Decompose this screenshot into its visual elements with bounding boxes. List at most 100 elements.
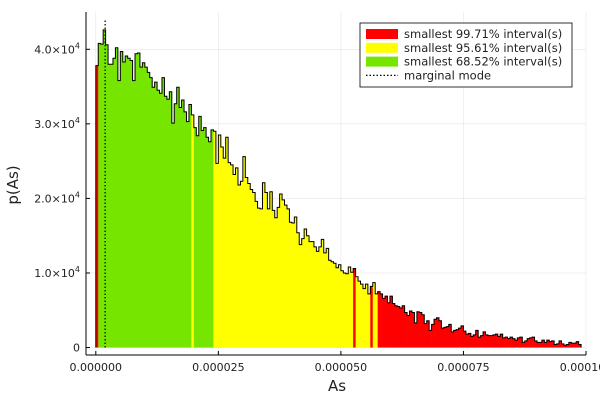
histogram-bar [532, 337, 535, 348]
histogram-bar [196, 135, 200, 348]
histogram-bar [250, 189, 254, 348]
histogram-bar [98, 43, 102, 348]
histogram-bar [490, 335, 494, 348]
histogram-bar [157, 90, 160, 348]
histogram-bar [522, 342, 526, 348]
histogram-bar [188, 104, 192, 348]
histogram-bar [203, 127, 207, 348]
histogram-bar [279, 193, 283, 348]
histogram-bar [127, 58, 131, 348]
histogram-bar [130, 60, 133, 348]
histogram-bar [456, 329, 459, 348]
legend-swatch [366, 56, 398, 67]
histogram-bar [122, 61, 126, 348]
histogram-bar [333, 263, 337, 348]
histogram-bar [282, 199, 285, 348]
histogram-bar [451, 331, 454, 348]
histogram-bar [181, 99, 185, 348]
histogram-bar [255, 201, 258, 348]
histogram-bar [208, 141, 212, 348]
histogram-bar [313, 246, 317, 348]
histogram-bar [289, 222, 293, 348]
histogram-bar [566, 344, 570, 348]
histogram-bar [95, 65, 99, 348]
histogram-bar [576, 341, 579, 348]
histogram-bar [382, 298, 386, 348]
histogram-bar [438, 320, 442, 348]
histogram-bar [536, 342, 540, 348]
histogram-bar [487, 335, 491, 348]
histogram-bar [394, 305, 398, 348]
histogram-bar [372, 282, 376, 348]
y-tick-label: 2.0×104 [34, 190, 80, 205]
histogram-bar [407, 315, 410, 348]
histogram-bar [223, 158, 227, 348]
histogram-bar [115, 47, 119, 348]
histogram-bar [161, 77, 165, 348]
histogram-bar [135, 53, 138, 348]
histogram-bar [112, 58, 116, 348]
histogram-bar [139, 67, 143, 348]
y-tick-label: 3.0×104 [34, 116, 80, 131]
histogram-bar [152, 87, 155, 348]
histogram-bar [311, 241, 315, 348]
legend-swatch [366, 42, 398, 53]
histogram-bar [497, 336, 501, 348]
histogram-bar [235, 167, 239, 348]
histogram-bar [505, 337, 508, 348]
histogram-bar [377, 291, 381, 348]
legend-label: marginal mode [404, 68, 491, 82]
histogram-bar [563, 345, 567, 348]
histogram-bar [184, 111, 187, 348]
histogram-bar [242, 156, 246, 348]
histogram-bar [370, 286, 374, 348]
histogram-bar [296, 232, 300, 348]
histogram-bar [507, 338, 511, 348]
histogram-bar [211, 129, 214, 348]
histogram-bar [198, 116, 202, 348]
histogram-bar [554, 344, 557, 348]
histogram-bar [291, 223, 295, 348]
histogram-bar [225, 137, 229, 348]
histogram-bar [171, 123, 175, 348]
histogram-bar [120, 51, 124, 348]
histogram-bar [233, 174, 236, 348]
histogram-bar [578, 344, 582, 348]
histogram-bar [551, 340, 555, 348]
histogram-bar [169, 91, 173, 348]
histogram-bar [541, 340, 545, 348]
histogram-bar [358, 281, 361, 348]
histogram-bar [316, 251, 320, 348]
histogram-bar [470, 336, 474, 348]
histogram-bar [485, 334, 489, 348]
histogram-bar [365, 284, 369, 348]
histogram-bar [240, 181, 244, 348]
histogram-bar [142, 62, 146, 348]
histogram-bar [465, 334, 469, 348]
histogram-bar [299, 244, 303, 348]
y-tick-label: 4.0×104 [34, 41, 80, 56]
histogram-bar [404, 312, 408, 348]
histogram-bar [294, 217, 298, 348]
histogram-bar [318, 246, 322, 348]
histogram-bar [436, 317, 440, 348]
histogram-bar [326, 248, 329, 348]
histogram-bar [206, 137, 209, 348]
legend-label: smallest 95.61% interval(s) [404, 41, 562, 55]
histogram-bar [539, 342, 543, 348]
histogram-bar [399, 308, 403, 348]
histogram-bar [549, 341, 553, 348]
histogram-bar [448, 324, 452, 348]
x-tick-labels: 0.000000 0.000025 0.000050 0.000075 0.000100 [70, 361, 600, 374]
histogram-bar [237, 184, 241, 348]
histogram-bar [343, 272, 347, 348]
histogram-bar [191, 114, 195, 348]
y-tick-label: 1.0×104 [34, 265, 80, 280]
histogram-bar [446, 326, 450, 348]
histogram-bar [309, 241, 312, 348]
histogram-bar [402, 305, 405, 348]
histogram-bar [262, 182, 266, 348]
legend-label: smallest 99.71% interval(s) [404, 27, 562, 41]
histogram-bar [267, 208, 271, 348]
